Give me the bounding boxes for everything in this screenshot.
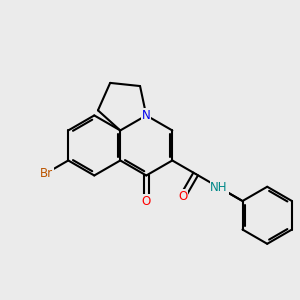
Text: O: O xyxy=(178,190,188,202)
Text: N: N xyxy=(142,109,151,122)
Text: NH: NH xyxy=(210,181,228,194)
Text: O: O xyxy=(142,194,151,208)
Text: Br: Br xyxy=(40,167,53,180)
